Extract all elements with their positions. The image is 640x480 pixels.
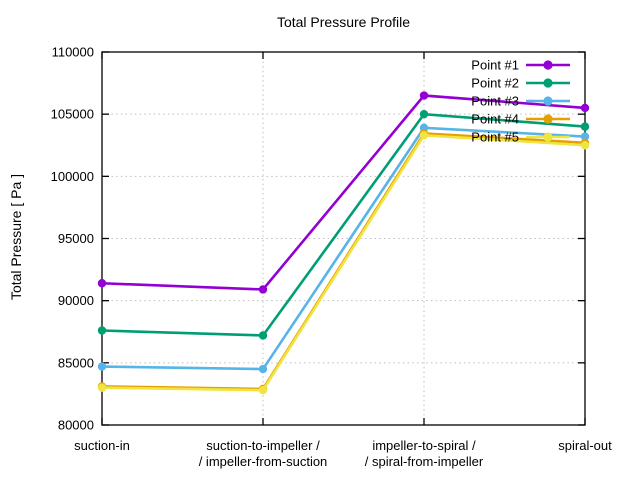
y-tick-label: 80000 — [58, 418, 94, 433]
data-point — [580, 132, 590, 141]
chart-title: Total Pressure Profile — [276, 14, 411, 30]
data-point — [258, 364, 268, 374]
data-point — [97, 326, 107, 335]
y-tick-label: 85000 — [58, 355, 94, 370]
x-tick-label: impeller-to-spiral / — [372, 438, 476, 453]
y-tick-label: 105000 — [51, 107, 94, 122]
legend: Point #1 Point #2 Point #3 Point #4 Point #5 — [471, 58, 570, 145]
legend-label: Point #4 — [471, 112, 519, 127]
data-point — [97, 279, 107, 288]
x-tick-labels: suction-in suction-to-impeller // impelle… — [74, 438, 612, 469]
data-point — [258, 331, 268, 340]
axis-ticks — [101, 51, 586, 426]
series-line — [101, 94, 586, 291]
series-point-1 — [97, 91, 590, 294]
legend-label: Point #1 — [471, 58, 519, 73]
x-tick-label: / spiral-from-impeller — [365, 454, 484, 469]
x-tick-label: / impeller-from-suction — [199, 454, 328, 469]
data-point — [97, 383, 107, 392]
series-point-3 — [97, 123, 590, 374]
data-point — [419, 91, 429, 100]
data-point — [258, 285, 268, 294]
data-point — [580, 122, 590, 131]
legend-point-marker — [543, 96, 553, 106]
series-line — [101, 112, 586, 337]
series-line — [101, 126, 586, 371]
data-point — [97, 362, 107, 371]
data-point — [419, 131, 429, 140]
legend-point-marker — [543, 114, 553, 124]
series-line — [101, 133, 586, 392]
legend-point-marker — [543, 132, 553, 142]
legend-point-marker — [543, 78, 553, 88]
y-tick-label: 110000 — [52, 45, 94, 60]
series-point-2 — [97, 109, 590, 340]
legend-label: Point #5 — [471, 130, 519, 145]
y-tick-label: 100000 — [51, 169, 94, 184]
y-tick-label: 95000 — [58, 231, 94, 246]
data-point — [419, 109, 429, 119]
data-point — [258, 385, 268, 395]
x-tick-label: suction-to-impeller / — [206, 438, 320, 453]
x-tick-label: suction-in — [74, 438, 130, 453]
series-point-5 — [97, 131, 590, 395]
y-tick-label: 90000 — [58, 293, 94, 308]
legend-label: Point #3 — [471, 94, 519, 109]
data-point — [580, 103, 590, 113]
y-tick-labels: 80000 85000 90000 95000 100000 105000 110000 — [51, 45, 94, 433]
x-tick-label: spiral-out — [558, 438, 612, 453]
legend-point-marker — [543, 60, 553, 70]
legend-label: Point #2 — [471, 76, 519, 91]
data-point — [580, 141, 590, 150]
